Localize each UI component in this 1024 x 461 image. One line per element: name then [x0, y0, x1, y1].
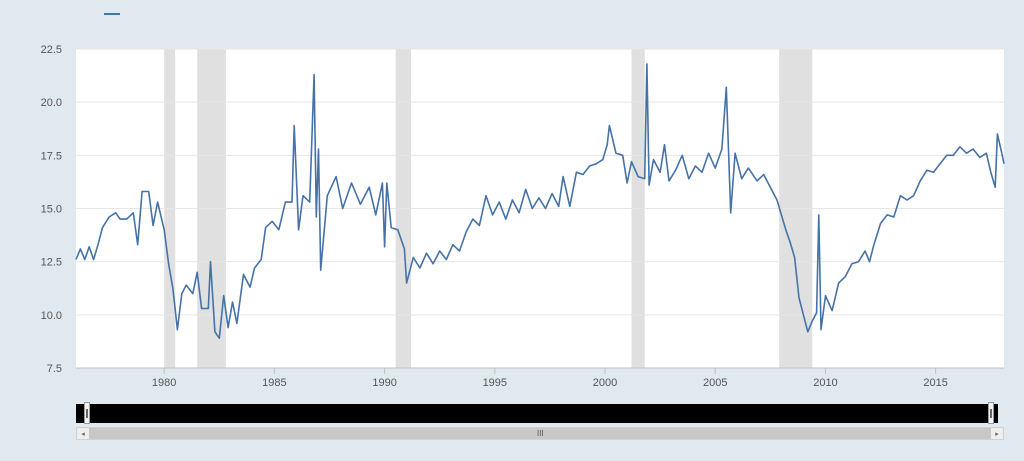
legend-swatch — [104, 13, 120, 15]
x-tick-label: 2010 — [813, 377, 837, 389]
x-tick-label: 2005 — [703, 377, 727, 389]
x-tick-label: 2000 — [593, 377, 617, 389]
navigator-scrollbar[interactable]: ◂ III ▸ — [76, 427, 1004, 440]
scroll-left-arrow-icon[interactable]: ◂ — [77, 428, 89, 439]
scroll-right-arrow-glyph: ▸ — [995, 430, 999, 438]
navigator-left-handle[interactable] — [84, 402, 90, 424]
y-tick-label: 12.5 — [41, 257, 62, 269]
y-tick-label: 17.5 — [41, 150, 62, 162]
x-tick-label: 2015 — [923, 377, 947, 389]
scroll-right-arrow-icon[interactable]: ▸ — [991, 428, 1003, 439]
y-tick-label: 10.0 — [41, 310, 62, 322]
x-tick-label: 1985 — [262, 377, 286, 389]
series-line — [75, 63, 1005, 339]
scroll-grip-icon: III — [537, 429, 544, 438]
scroll-left-arrow-glyph: ◂ — [81, 430, 85, 438]
y-tick-label: 7.5 — [47, 363, 62, 375]
y-tick-label: 20.0 — [41, 97, 62, 109]
legend[interactable] — [104, 13, 126, 15]
x-tick-label: 1990 — [372, 377, 396, 389]
y-tick-label: 15.0 — [41, 204, 62, 216]
y-tick-label: 22.5 — [41, 44, 62, 56]
navigator-right-handle[interactable] — [988, 402, 994, 424]
scroll-thumb[interactable]: III — [89, 428, 991, 439]
x-tick-label: 1995 — [483, 377, 507, 389]
x-tick-label: 1980 — [152, 377, 176, 389]
navigator-range[interactable] — [76, 404, 998, 423]
